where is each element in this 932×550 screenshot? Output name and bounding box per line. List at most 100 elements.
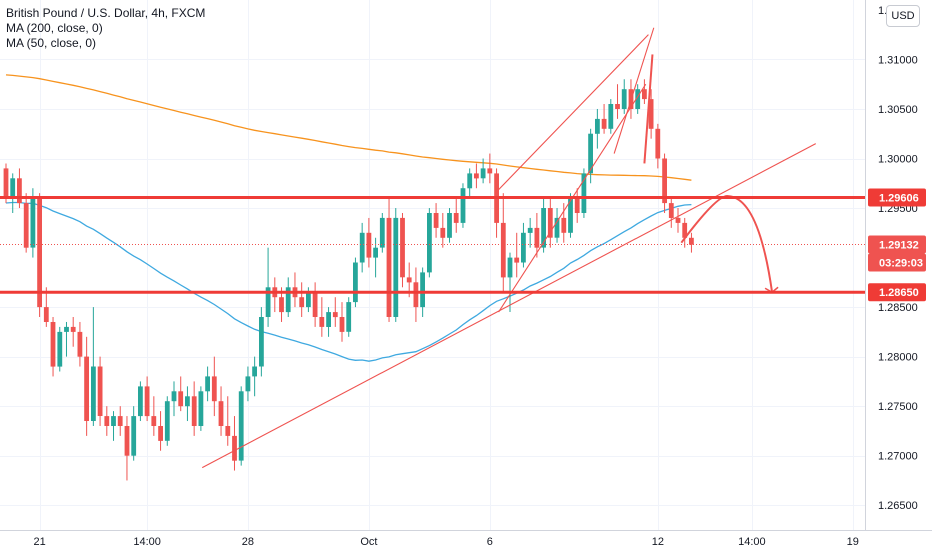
candle [541,198,546,253]
candle-body [299,297,305,308]
candle-body [662,158,667,204]
candle-body [487,168,493,174]
resistance-price-label: 1.29606 [879,193,919,205]
candle [285,277,291,318]
candle-body [373,247,378,258]
candle [655,123,661,169]
candle-body [588,133,593,174]
candle [487,153,493,184]
candle [494,168,499,238]
candle [440,212,446,248]
candle-body [70,326,76,332]
candle [151,396,157,436]
candle-body [104,416,110,426]
candle [57,326,63,372]
candle-body [642,89,647,100]
time-tick-label: 28 [242,536,254,548]
price-tick-label: 1.27500 [878,401,918,413]
candle [171,381,177,417]
candle [635,84,641,114]
last-price-label-bg [868,235,926,254]
candle [615,84,620,119]
candle [144,376,150,422]
candle [500,193,506,293]
ma50-path [5,201,692,362]
trendline-long [201,143,817,469]
candle-body [211,376,217,402]
candle-body [97,366,103,416]
time-tick-label: 19 [847,536,859,548]
support-price-label-bg [868,283,926,302]
candle [393,208,399,322]
candle-body [191,396,197,426]
candle [117,406,123,436]
candle [37,193,42,318]
price-labels: 1.29606 1.29132 03:29:03 1.28650 [868,188,926,302]
candle [668,198,674,228]
candle [185,386,190,422]
candle [10,173,16,213]
candle-body [621,89,627,109]
candle-body [285,287,291,313]
candle-body [447,213,452,238]
candle-body [111,416,116,426]
candle [379,212,385,253]
candle-body [346,302,352,332]
candle-body [84,356,89,421]
candle [30,188,36,258]
legend-title: British Pound / U.S. Dollar, 4h, FXCM [6,6,206,20]
candle [386,198,392,322]
candle [245,366,251,402]
candle [514,232,520,278]
candle-body [635,89,641,109]
candle-body [514,257,520,263]
candle [225,396,231,446]
candle [43,287,49,327]
candle-body [359,232,365,263]
candle-body [400,217,405,278]
candle-body [393,217,399,317]
countdown-label-bg [868,253,926,272]
candle-body [547,208,553,238]
candle [17,168,22,209]
candle [104,406,110,436]
candle-body [43,307,49,322]
candle-body [460,188,466,223]
candle-body [453,213,459,223]
candle-body [366,232,372,258]
time-tick-label: 14:00 [133,536,161,548]
candle [191,381,197,436]
candle-body [57,331,63,367]
candle [131,406,137,461]
candle-body [655,128,661,159]
candle-body [682,222,688,238]
candle [621,79,627,114]
candle [252,356,257,397]
ma200-path [5,74,692,181]
candle [534,212,540,258]
candle-body [37,198,42,308]
candle-body [581,173,587,213]
candle-body [615,104,620,109]
candle [124,416,130,481]
candle-body [480,168,486,179]
support-price-label: 1.28650 [879,287,919,299]
candle-body [10,178,16,199]
candle-body [158,426,163,441]
candle-body [353,262,358,303]
price-tick-label: 1.30000 [878,154,918,166]
trend-drawings [201,27,817,469]
candle [447,208,452,243]
candle [561,203,567,243]
candle [292,272,298,308]
candle-body [252,366,257,377]
candle-body [117,416,123,426]
candle [353,257,358,308]
candle-body [427,213,432,273]
candle [373,237,378,278]
ma200-line [5,74,692,181]
price-tick-label: 1.28500 [878,302,918,314]
candle [601,104,607,134]
currency-button[interactable]: USD [886,5,920,27]
